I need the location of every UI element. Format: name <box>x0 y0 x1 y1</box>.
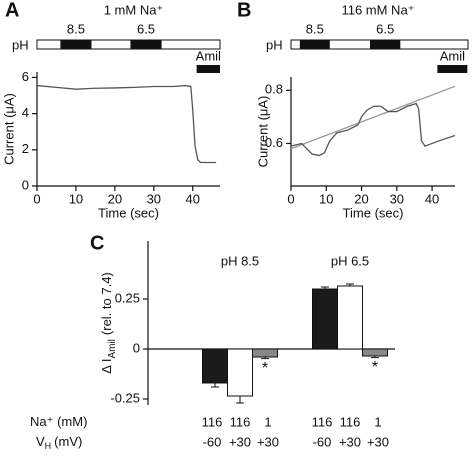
x-tick-label: 10 <box>319 191 333 206</box>
trace <box>36 84 217 164</box>
category-label: pH 8.5 <box>221 253 259 268</box>
bar <box>202 348 228 384</box>
panel-letter: C <box>90 232 104 254</box>
condition-value: 1 <box>374 414 381 429</box>
condition-name: V <box>36 434 45 449</box>
x-tick-label: 0 <box>287 191 294 206</box>
condition-unit: (mV) <box>54 434 82 449</box>
drug-bar <box>196 65 220 73</box>
trace <box>290 102 456 157</box>
ph-segment <box>60 40 92 49</box>
drug-label: Amil <box>196 48 221 63</box>
x-axis-label: Time (sec) <box>343 205 404 220</box>
ph-segment <box>370 40 401 49</box>
x-tick-label: 0 <box>33 191 40 206</box>
y-tick-label: -0.25 <box>110 390 140 405</box>
y-label-sub: Amil <box>107 339 118 358</box>
chart-title: 116 mM Na⁺ <box>341 2 414 17</box>
condition-label: VH (mV) <box>36 434 82 451</box>
y-axis-label: Current (μA) <box>255 96 270 168</box>
y-tick-label: 6 <box>22 69 29 84</box>
ph-segment <box>130 40 162 49</box>
trace <box>290 85 456 150</box>
significance-marker: * <box>262 360 268 377</box>
ph-value: 8.5 <box>67 21 85 36</box>
y-tick-label: 2 <box>22 141 29 156</box>
condition-value: 116 <box>312 414 333 429</box>
panel-letter: A <box>5 0 19 21</box>
ph-label: pH <box>266 37 283 52</box>
y-axis-label: Δ IAmil (rel. to 7.4) <box>99 272 117 374</box>
y-tick-label: 0.25 <box>115 290 140 305</box>
ph-label: pH <box>12 37 29 52</box>
ph-value: 6.5 <box>137 21 155 36</box>
x-tick-label: 40 <box>186 191 200 206</box>
condition-value: 1 <box>264 414 271 429</box>
x-tick-label: 30 <box>390 191 404 206</box>
bar <box>362 348 388 357</box>
ph-segment <box>299 40 330 49</box>
condition-label: Na⁺ (mM) <box>30 414 87 429</box>
condition-value: +30 <box>339 434 361 449</box>
x-tick-label: 30 <box>147 191 161 206</box>
condition-value: -60 <box>203 434 222 449</box>
ph-value: 6.5 <box>376 21 394 36</box>
y-label-main: Δ I <box>99 359 114 374</box>
significance-marker: * <box>372 359 378 376</box>
y-tick-label: 0.6 <box>265 135 283 150</box>
condition-value: 116 <box>202 414 223 429</box>
condition-value: +30 <box>257 434 279 449</box>
condition-value: +30 <box>367 434 389 449</box>
bar <box>227 348 253 397</box>
condition-value: 116 <box>340 414 361 429</box>
drug-label: Amil <box>440 48 465 63</box>
panel-letter: B <box>237 0 251 21</box>
condition-value: -60 <box>313 434 332 449</box>
y-tick-label: 4 <box>22 105 29 120</box>
y-tick-label: 0 <box>22 177 29 192</box>
axes <box>290 77 455 187</box>
drug-bar <box>437 65 468 73</box>
bar <box>337 285 363 350</box>
bar <box>312 288 338 350</box>
ph-value: 8.5 <box>306 21 324 36</box>
condition-value: +30 <box>229 434 251 449</box>
x-axis-label: Time (sec) <box>98 205 159 220</box>
condition-name: Na⁺ (mM) <box>30 414 87 429</box>
condition-value: 116 <box>230 414 251 429</box>
y-tick-label: 0 <box>133 340 140 355</box>
condition-sub: H <box>45 441 52 451</box>
bar <box>252 348 278 358</box>
y-tick-label: 0.8 <box>265 82 283 97</box>
ph-bar <box>36 39 221 50</box>
x-tick-label: 20 <box>108 191 122 206</box>
chart-title: 1 mM Na⁺ <box>104 2 164 17</box>
y-axis-label: Current (μA) <box>1 93 16 165</box>
x-tick-label: 40 <box>425 191 439 206</box>
x-tick-label: 10 <box>69 191 83 206</box>
axes <box>36 72 220 187</box>
x-tick-label: 20 <box>354 191 368 206</box>
y-label-unit: (rel. to 7.4) <box>99 272 114 335</box>
category-label: pH 6.5 <box>331 253 369 268</box>
